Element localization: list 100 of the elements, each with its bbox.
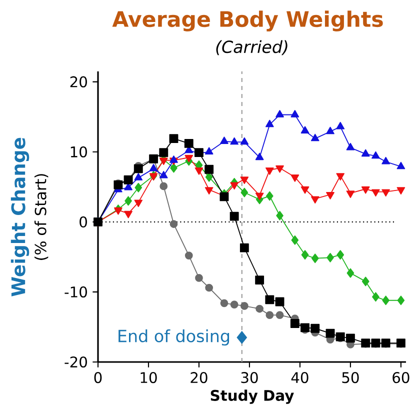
point xyxy=(382,189,390,197)
point xyxy=(134,182,142,192)
point xyxy=(372,151,380,159)
point xyxy=(160,158,168,166)
x-tick-label: 30 xyxy=(241,372,258,384)
y-tick-label: 20 xyxy=(70,76,88,88)
x-tick-label: 40 xyxy=(291,372,308,384)
point xyxy=(170,220,178,228)
chart-subtitle: (Carried) xyxy=(216,40,288,56)
point xyxy=(240,243,250,252)
point xyxy=(150,173,158,180)
point xyxy=(206,172,213,182)
point xyxy=(184,154,194,162)
x-tick-label: 0 xyxy=(94,372,102,384)
point xyxy=(124,196,132,206)
point xyxy=(266,311,274,320)
point xyxy=(266,167,274,175)
point xyxy=(134,173,143,180)
point xyxy=(184,139,194,148)
point xyxy=(240,188,248,198)
point xyxy=(311,134,320,142)
point xyxy=(290,319,300,328)
point xyxy=(220,136,229,144)
x-tick-label: 20 xyxy=(190,372,208,384)
point xyxy=(240,302,248,310)
point xyxy=(276,311,284,320)
point xyxy=(134,164,143,174)
point xyxy=(276,210,284,220)
x-tick-label: 10 xyxy=(140,372,157,384)
point xyxy=(205,147,214,154)
point xyxy=(205,284,214,292)
point xyxy=(230,212,239,221)
point xyxy=(372,189,380,197)
point xyxy=(397,296,405,306)
point xyxy=(114,207,122,215)
y-tick-label: -10 xyxy=(64,286,88,298)
point xyxy=(311,196,320,204)
point xyxy=(195,274,204,282)
point xyxy=(160,182,168,190)
point xyxy=(312,254,319,264)
point xyxy=(300,126,310,134)
point xyxy=(276,110,284,118)
point xyxy=(382,156,390,164)
point xyxy=(204,164,214,174)
point xyxy=(240,137,249,145)
point xyxy=(266,120,274,128)
x-axis-title: Study Day xyxy=(211,390,294,404)
point xyxy=(230,182,239,190)
point xyxy=(326,328,335,338)
point xyxy=(134,200,143,208)
point xyxy=(276,165,284,173)
point xyxy=(326,252,334,262)
point xyxy=(220,299,228,308)
point xyxy=(159,148,168,158)
point xyxy=(240,176,249,184)
text: (% of Start) xyxy=(34,174,48,260)
x-tick-label: 50 xyxy=(342,372,359,384)
point xyxy=(362,276,370,286)
point xyxy=(300,323,310,332)
point xyxy=(310,324,320,333)
point xyxy=(362,149,370,157)
y-axis-title: Weight Change xyxy=(11,138,30,296)
point xyxy=(256,304,264,313)
point xyxy=(301,250,309,260)
annotation: End of dosing xyxy=(118,329,230,346)
point xyxy=(346,334,356,343)
point xyxy=(326,126,335,134)
point xyxy=(170,163,178,173)
point xyxy=(362,186,370,194)
y-tick-label: 10 xyxy=(71,146,88,158)
point xyxy=(346,268,354,278)
point xyxy=(185,252,193,260)
point xyxy=(275,297,284,306)
point xyxy=(346,142,355,150)
point xyxy=(396,162,406,170)
point xyxy=(124,210,133,218)
point xyxy=(256,152,264,160)
point xyxy=(256,192,264,200)
point xyxy=(170,156,178,163)
point xyxy=(290,174,300,182)
point xyxy=(336,122,345,130)
point xyxy=(255,276,264,285)
y-tick-label: 0 xyxy=(80,216,88,228)
point xyxy=(160,170,168,178)
point xyxy=(169,134,178,144)
point xyxy=(291,235,299,245)
point xyxy=(265,295,274,304)
point xyxy=(346,190,355,198)
point xyxy=(230,300,238,308)
point xyxy=(336,250,344,260)
chart-title: Average Body Weights xyxy=(112,10,383,32)
point xyxy=(230,137,239,145)
y-tick-label: -20 xyxy=(64,356,88,368)
point xyxy=(336,173,345,180)
point xyxy=(396,187,406,194)
point xyxy=(300,186,310,194)
point xyxy=(194,167,204,175)
point xyxy=(290,110,300,118)
point xyxy=(372,292,380,302)
x-tick-label: 60 xyxy=(392,372,410,384)
